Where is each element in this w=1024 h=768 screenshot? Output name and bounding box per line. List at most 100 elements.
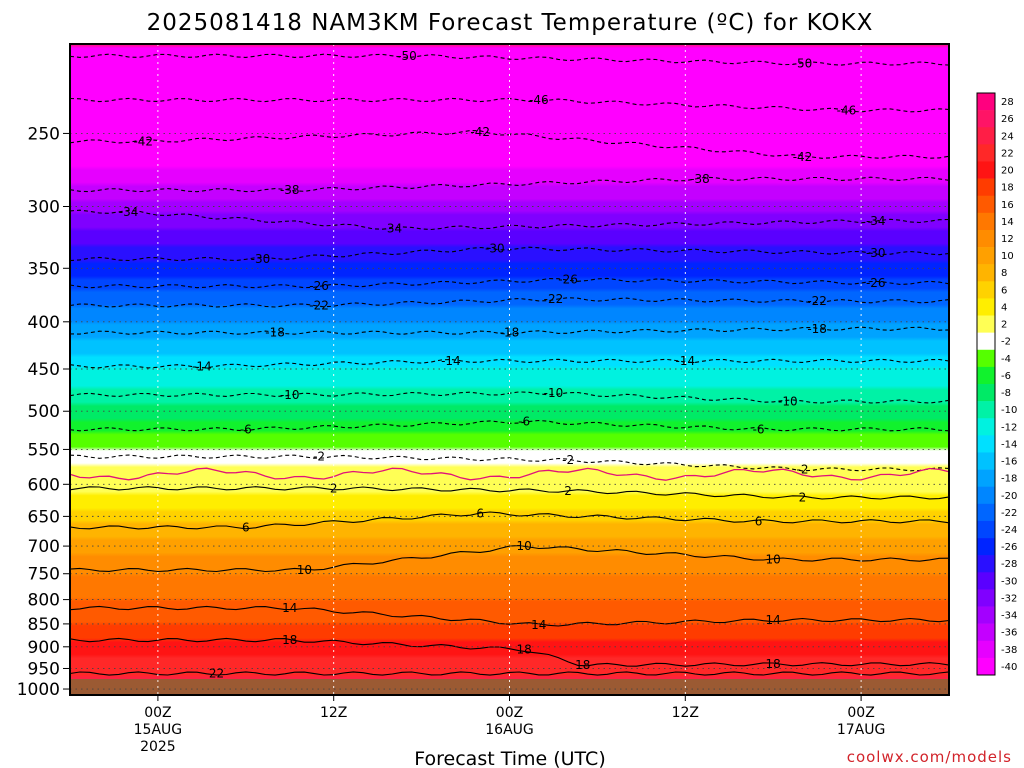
isotherm-label: 10 — [517, 539, 532, 553]
isotherm-label: -2 — [562, 453, 574, 467]
colorbar-tick-label: 26 — [1001, 114, 1014, 125]
isotherm-label: 6 — [476, 506, 484, 520]
isotherm-label-text: -30 — [485, 241, 505, 255]
isotherm-label: -38 — [280, 183, 300, 197]
colorbar-swatch — [977, 589, 995, 607]
colorbar-swatch — [977, 520, 995, 539]
isotherm-label: -46 — [529, 93, 549, 107]
isotherm-label-text: -2 — [797, 462, 809, 476]
isotherm-label-text: -6 — [753, 422, 765, 436]
colorbar-swatch — [977, 657, 995, 676]
colorbar-tick-label: -38 — [1001, 645, 1017, 656]
y-tick-label: 600 — [28, 475, 60, 495]
colorbar-swatch — [977, 349, 995, 368]
isotherm-label-text: 14 — [282, 601, 297, 615]
isotherm-label: -30 — [251, 252, 271, 266]
colorbar-tick-label: 24 — [1001, 131, 1014, 142]
isotherm-line — [69, 277, 950, 289]
y-tick-label: 350 — [28, 259, 60, 279]
colorbar-swatch — [977, 93, 995, 111]
colorbar-tick-label: -6 — [1001, 371, 1011, 382]
isotherm-label: -34 — [866, 214, 886, 228]
isotherm-label-text: -18 — [265, 326, 285, 340]
isotherm-label-text: 2 — [799, 490, 807, 504]
colorbar-tick-label: -36 — [1001, 628, 1017, 639]
isotherm-label: -22 — [309, 298, 329, 312]
isotherm-label: 14 — [766, 613, 781, 627]
isotherm-label: -50 — [793, 57, 813, 71]
colorbar-swatch — [977, 384, 995, 402]
colorbar-swatch — [977, 264, 995, 282]
isotherm-label: 14 — [282, 601, 297, 615]
colorbar-swatch — [977, 469, 995, 488]
colorbar-tick-label: -32 — [1001, 593, 1017, 604]
isotherm-label: -14 — [441, 354, 461, 368]
isotherm-label: -38 — [690, 172, 710, 186]
isotherm-label-text: 2 — [330, 481, 338, 495]
isotherm-label-text: 18 — [575, 658, 590, 672]
colorbar-swatch — [977, 486, 995, 505]
isotherm-label: 18 — [282, 633, 297, 647]
colorbar-swatch — [977, 606, 995, 624]
colorbar-tick-label: -12 — [1001, 422, 1017, 433]
colorbar-tick-label: 8 — [1001, 268, 1007, 279]
isotherm-line — [69, 53, 950, 66]
isotherm-label-text: -18 — [807, 322, 827, 336]
isotherm-label: 22 — [209, 667, 224, 681]
isotherm-label-text: 10 — [297, 563, 312, 577]
isotherm-label-text: -38 — [690, 172, 710, 186]
isotherm-label: -18 — [500, 326, 520, 340]
y-tick-label: 950 — [28, 659, 60, 679]
isotherm-label: -34 — [119, 205, 139, 219]
colorbar-tick-label: 16 — [1001, 200, 1014, 211]
isotherm-label-text: 18 — [766, 657, 781, 671]
colorbar-swatch — [977, 555, 995, 573]
isotherm-label-text: -50 — [793, 57, 813, 71]
plot-area: -50 -50 -46 -46 -42 -42 -42 -38 -38 -34 -34 -34 -30 -… — [69, 43, 950, 696]
colorbar-tick-label: -26 — [1001, 542, 1017, 553]
colorbar-tick-label: 10 — [1001, 251, 1014, 262]
isotherm-label: -2 — [797, 462, 809, 476]
colorbar-swatch — [977, 161, 995, 179]
colorbar-tick-label: -14 — [1001, 439, 1017, 450]
x-tick-label: 12Z — [320, 705, 347, 721]
colorbar-swatch — [977, 366, 995, 385]
isotherm-label: -26 — [309, 279, 329, 293]
isotherm-label: -18 — [265, 326, 285, 340]
y-tick-label: 1000 — [17, 680, 60, 700]
isotherm-line — [69, 545, 950, 573]
isotherm-label: 10 — [766, 553, 781, 567]
isotherm-label-text: -42 — [470, 125, 490, 139]
isotherm-label: 2 — [564, 484, 572, 498]
isotherm-label-text: -38 — [280, 183, 300, 197]
colorbar: 28 26 24 22 20 18 16 14 12 10 8 6 4 2 -2 -4 -6 -8 -10 -12 -1… — [976, 92, 1017, 676]
colorbar-tick-label: -28 — [1001, 559, 1017, 570]
colorbar-tick-label: -24 — [1001, 525, 1017, 536]
colorbar-swatch — [977, 144, 995, 162]
colorbar-swatch — [977, 623, 995, 642]
colorbar-tick-label: 2 — [1001, 320, 1007, 331]
isotherm-label: -10 — [778, 394, 798, 408]
colorbar-swatch — [977, 127, 995, 145]
isotherm-label-text: -14 — [675, 354, 695, 368]
isotherm-label-text: -10 — [544, 386, 564, 400]
isotherm-label: -42 — [793, 150, 813, 164]
isotherm-label: 6 — [242, 520, 250, 534]
chart-title: 2025081418 NAM3KM Forecast Temperature (… — [147, 10, 874, 36]
isotherm-lines — [69, 53, 950, 676]
isotherm-label: -42 — [133, 134, 153, 148]
colorbar-tick-label: 12 — [1001, 234, 1014, 245]
x-axis-label: Forecast Time (UTC) — [414, 748, 605, 768]
y-tick-label: 800 — [28, 591, 60, 611]
x-tick-label: 17AUG — [837, 722, 886, 738]
y-tick-label: 400 — [28, 313, 60, 333]
isotherm-label-text: -6 — [518, 415, 530, 429]
isotherm-label-text: -18 — [500, 326, 520, 340]
isotherm-label-text: -26 — [558, 273, 578, 287]
colorbar-tick-label: -30 — [1001, 576, 1017, 587]
colorbar-swatch — [977, 572, 995, 590]
isotherm-label-text: 6 — [755, 514, 763, 528]
y-tick-label: 750 — [28, 565, 60, 585]
isotherm-label-text: 6 — [476, 506, 484, 520]
isotherm-label: 18 — [766, 657, 781, 671]
